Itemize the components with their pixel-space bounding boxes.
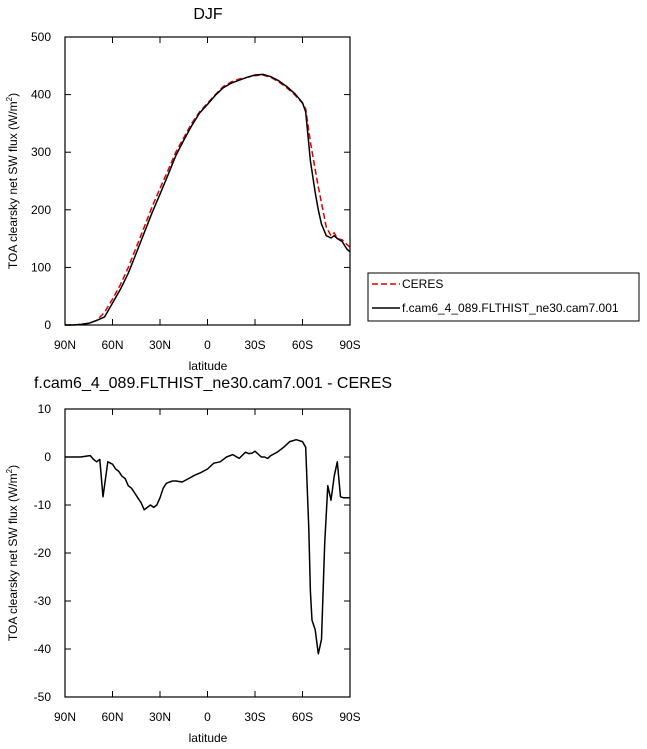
x-tick-label: 90N xyxy=(54,338,76,352)
series-line-0 xyxy=(65,438,350,655)
x-tick-label: 60N xyxy=(101,710,123,724)
top-panel-ticks: 90N 60N 30N 0 30S 60S 90S 0 100 200 300 400 500 xyxy=(31,30,361,352)
x-tick-label: 90S xyxy=(339,338,360,352)
y-tick-label: 200 xyxy=(31,203,51,217)
y-tick-label: 500 xyxy=(31,30,51,44)
top-panel-ylabel: TOA clearsky net SW flux (W/m2) xyxy=(5,93,20,269)
y-tick-label: -20 xyxy=(34,546,52,560)
x-tick-label: 90N xyxy=(54,710,76,724)
y-tick-label: 0 xyxy=(44,450,51,464)
x-tick-label: 60S xyxy=(292,338,313,352)
top-panel-title: DJF xyxy=(193,6,223,23)
x-tick-label: 90S xyxy=(339,710,360,724)
x-tick-label: 0 xyxy=(204,710,211,724)
x-tick-label: 30S xyxy=(244,710,265,724)
y-tick-label: 100 xyxy=(31,260,51,274)
y-tick-label: 10 xyxy=(38,402,52,416)
x-tick-label: 30N xyxy=(149,710,171,724)
x-tick-label: 60S xyxy=(292,710,313,724)
series-line-0 xyxy=(65,74,351,326)
bottom-panel-ticks: 90N 60N 30N 0 30S 60S 90S 10 0 -10 -20 -30 -40 -50 xyxy=(34,402,361,724)
legend-label-model: f.cam6_4_089.FLTHIST_ne30.cam7.001 xyxy=(402,301,619,315)
bottom-panel-ylabel: TOA clearsky net SW flux (W/m2) xyxy=(5,465,20,641)
legend: CERES f.cam6_4_089.FLTHIST_ne30.cam7.001 xyxy=(367,272,640,322)
x-tick-label: 30N xyxy=(149,338,171,352)
y-tick-label: 0 xyxy=(44,318,51,332)
series-line-1 xyxy=(65,73,351,326)
x-tick-label: 0 xyxy=(204,338,211,352)
top-panel-xlabel: latitude xyxy=(189,359,228,373)
top-panel: DJF 90N 60N 30N 0 30S 60S 90S0100200300400500 … xyxy=(5,6,640,373)
y-tick-label: 400 xyxy=(31,88,51,102)
bottom-panel-title: f.cam6_4_089.FLTHIST_ne30.cam7.001 - CER… xyxy=(34,375,392,392)
top-panel-frame xyxy=(64,36,351,326)
bottom-panel-series xyxy=(65,438,350,655)
y-tick-label: -30 xyxy=(34,594,52,608)
top-panel-series xyxy=(65,73,351,326)
bottom-panel-frame xyxy=(64,408,351,698)
y-tick-label: -40 xyxy=(34,642,52,656)
legend-label-ceres: CERES xyxy=(402,277,443,291)
y-tick-label: -10 xyxy=(34,498,52,512)
x-tick-label: 60N xyxy=(101,338,123,352)
bottom-panel: f.cam6_4_089.FLTHIST_ne30.cam7.001 - CER… xyxy=(5,375,392,745)
y-tick-label: 300 xyxy=(31,145,51,159)
x-tick-label: 30S xyxy=(244,338,265,352)
legend-box xyxy=(367,272,640,322)
y-tick-label: -50 xyxy=(34,690,52,704)
bottom-panel-xlabel: latitude xyxy=(189,731,228,745)
